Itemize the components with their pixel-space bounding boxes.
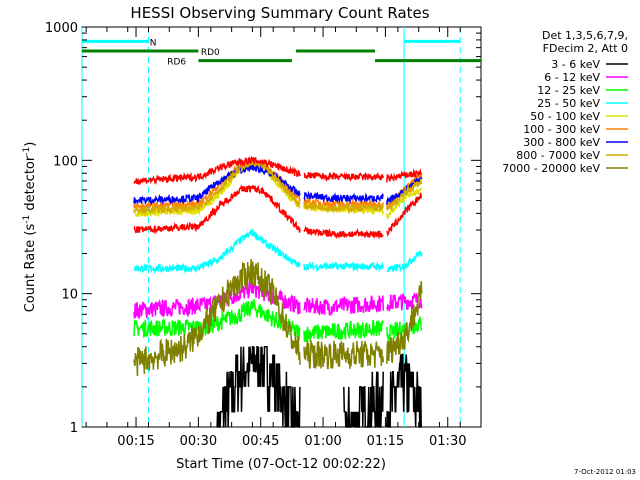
series-line-6-12-kev-upper [133,184,423,240]
x-tick-label: 01:00 [304,434,341,449]
x-tick-label: 00:15 [117,434,154,449]
legend-item-label: 7000 - 20000 keV [502,162,600,175]
x-tick-label: 01:30 [429,434,466,449]
legend-item-label: 12 - 25 keV [537,84,600,97]
legend-header-line-2: FDecim 2, Att 0 [543,42,628,55]
y-axis-label-sup1: -1 [22,215,32,224]
footer-date: 7-Oct-2012 01:03 [574,468,636,476]
state-bar-label-rd6: RD6 [167,58,186,68]
legend-item-label: 100 - 300 keV [523,123,600,136]
state-bars-group: N RD0 RD6 [82,38,481,68]
series-line-3-6-kev [216,345,301,428]
y-tick-label: 1000 [45,21,78,36]
legend-item-label: 25 - 50 keV [537,97,600,110]
legend: Det 1,3,5,6,7,9, FDecim 2, Att 0 3 - 6 k… [502,29,628,175]
chart-title: HESSI Observing Summary Count Rates [130,4,429,22]
legend-item-label: 300 - 800 keV [523,136,600,149]
legend-header-line-1: Det 1,3,5,6,7,9, [542,29,628,42]
legend-item-label: 6 - 12 keV [544,71,600,84]
series-group [133,155,423,428]
y-ticks: 1 10 100 1000 [45,21,481,436]
series-line-25-50-kev [133,228,423,274]
y-axis-label-end: ) [23,142,38,147]
x-tick-label: 01:15 [367,434,404,449]
x-tick-label: 00:45 [242,434,279,449]
y-axis-label-main: Count Rate (s [23,224,38,313]
legend-item-label: 3 - 6 keV [551,58,600,71]
x-axis-label: Start Time (07-Oct-12 00:02:22) [176,457,386,472]
plot-area: N RD0 RD6 00:15 00:30 00:45 01:00 01:15 01:30 1… [45,21,482,449]
state-bar-label-rd0: RD0 [201,48,220,58]
series-line-800-7000-kev [133,159,423,216]
series-line-7000-20000-kev [133,258,423,377]
y-tick-label: 1 [70,421,78,436]
x-ticks: 00:15 00:30 00:45 01:00 01:15 01:30 [85,27,466,449]
y-axis-label-mid: detector [23,155,38,215]
legend-item-label: 800 - 7000 keV [516,149,600,162]
x-tick-label: 00:30 [180,434,217,449]
y-axis-label-sup2: -1 [22,147,32,156]
y-axis-label: Count Rate (s-1 detector-1) [22,142,38,313]
y-tick-label: 10 [61,288,78,303]
series-line-3-6-kev-upper [133,155,423,186]
legend-item-label: 50 - 100 keV [530,110,600,123]
y-tick-label: 100 [53,154,78,169]
state-bar-label-n: N [150,38,157,48]
series-line-3-6-kev-b [343,353,422,428]
